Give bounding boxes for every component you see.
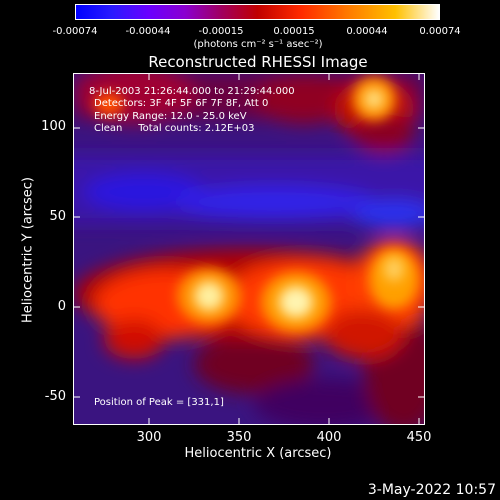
x-tick-label: 450 bbox=[406, 430, 432, 445]
x-tick-label: 400 bbox=[316, 430, 342, 445]
colorbar-unit: (photons cm⁻² s⁻¹ asec⁻²) bbox=[193, 39, 323, 50]
time-range-label: 8-Jul-2003 21:26:44.000 to 21:29:44.000 bbox=[89, 86, 295, 97]
colorbar-tick: -0.00074 bbox=[52, 26, 98, 37]
image-title: Reconstructed RHESSI Image bbox=[148, 53, 368, 71]
x-axis-label: Heliocentric X (arcsec) bbox=[184, 446, 332, 461]
peak-position-label: Position of Peak = [331,1] bbox=[94, 397, 224, 408]
colorbar-tick: 0.00044 bbox=[346, 26, 388, 37]
x-tick-label: 300 bbox=[136, 430, 162, 445]
y-axis-label: Heliocentric Y (arcsec) bbox=[20, 177, 36, 323]
colorbar-tick: 0.00015 bbox=[273, 26, 315, 37]
y-tick-label: 100 bbox=[41, 119, 66, 134]
clean-counts-label: Clean Total counts: 2.12E+03 bbox=[94, 123, 255, 134]
image-plot: 8-Jul-2003 21:26:44.000 to 21:29:44.000 … bbox=[73, 73, 425, 425]
x-tick-label: 350 bbox=[226, 430, 252, 445]
colorbar-tick: 0.00074 bbox=[419, 26, 461, 37]
heatmap-image bbox=[74, 74, 424, 424]
colorbar bbox=[75, 4, 440, 20]
y-tick-label: 50 bbox=[49, 209, 66, 224]
colorbar-tick: -0.00044 bbox=[125, 26, 171, 37]
date-stamp: 3-May-2022 10:57 bbox=[367, 482, 496, 498]
y-tick-label: 0 bbox=[57, 299, 66, 314]
detectors-label: Detectors: 3F 4F 5F 6F 7F 8F, Att 0 bbox=[94, 98, 269, 109]
energy-range-label: Energy Range: 12.0 - 25.0 keV bbox=[94, 111, 247, 122]
colorbar-tick: -0.00015 bbox=[198, 26, 244, 37]
y-tick-label: -50 bbox=[44, 389, 66, 404]
